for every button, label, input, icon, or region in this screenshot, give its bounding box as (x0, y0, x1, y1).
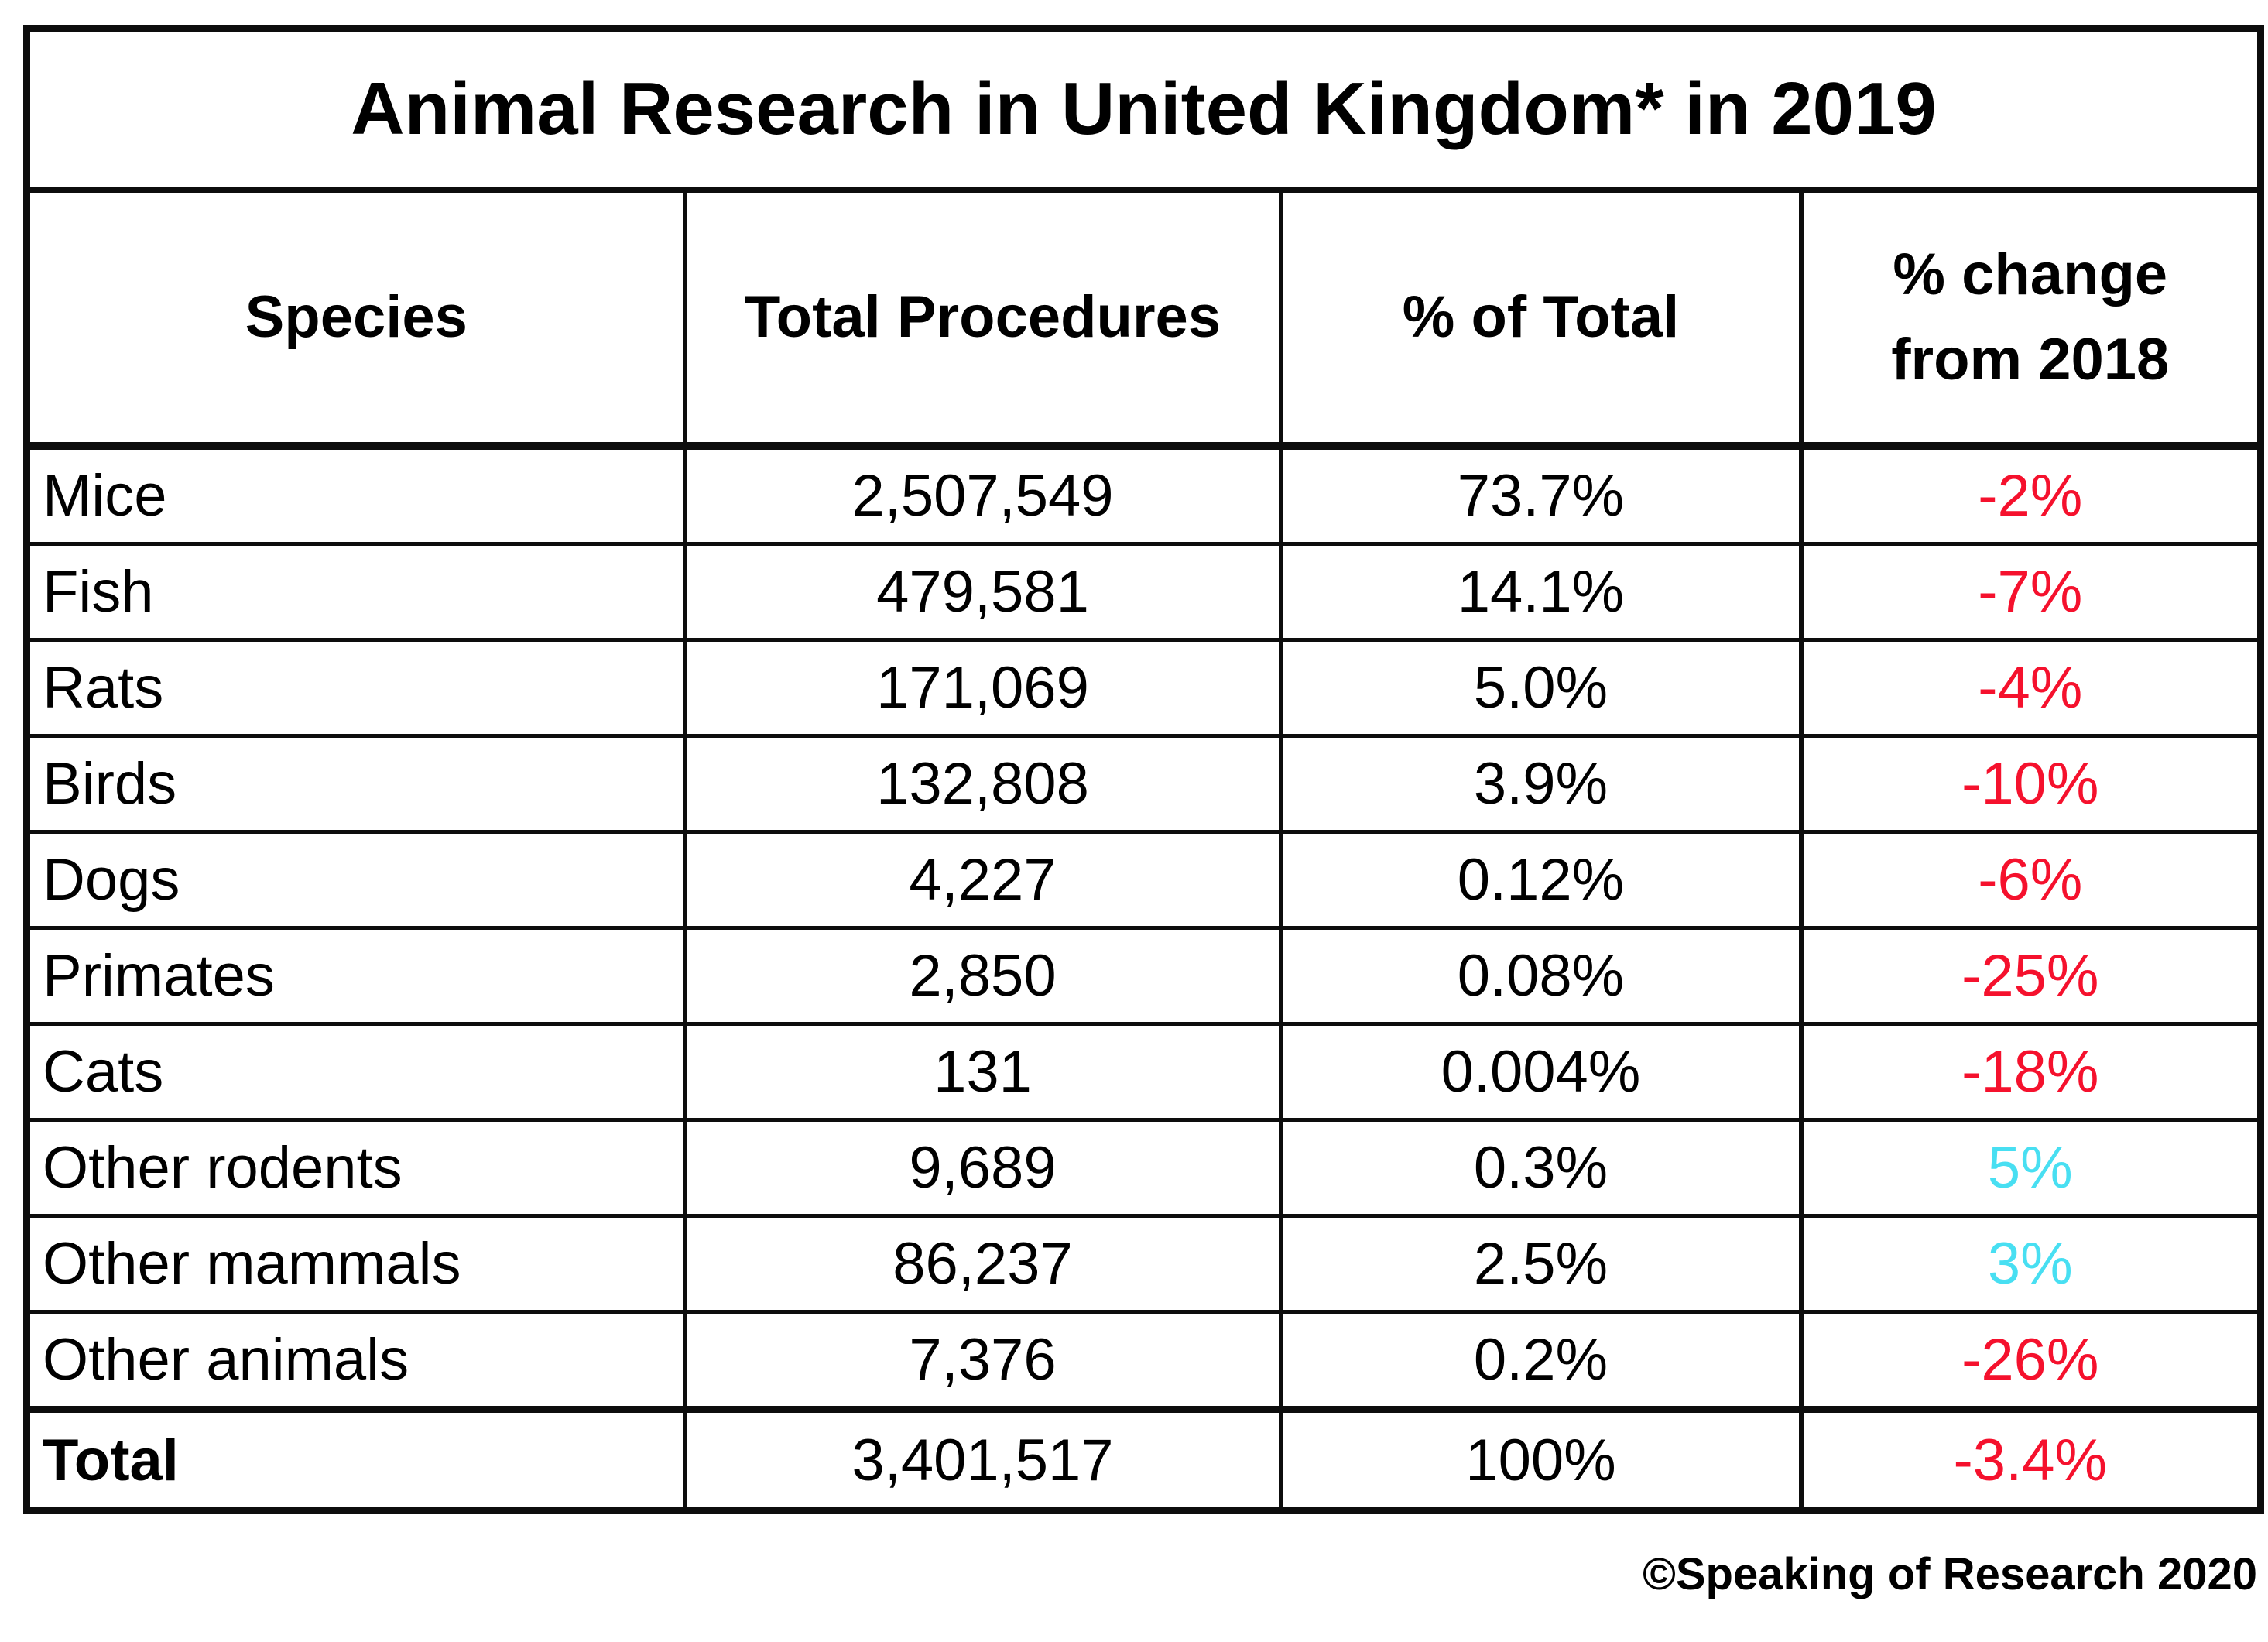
table-title-row: Animal Research in United Kingdom* in 20… (26, 28, 2261, 193)
pct-change-cell: 5% (1798, 1118, 2263, 1218)
species-cell: Cats (24, 1022, 687, 1122)
table-title: Animal Research in United Kingdom* in 20… (26, 28, 2261, 193)
pct-of-total-cell: 0.12% (1278, 830, 1804, 930)
total-procedures-cell: 131 (682, 1022, 1283, 1122)
pct-of-total-cell: 0.2% (1278, 1310, 1804, 1411)
pct-change-cell: 3% (1798, 1214, 2263, 1314)
total-row: Total 3,401,517 100% -3.4% (24, 1406, 2263, 1513)
table-row: Other animals 7,376 0.2% -26% (24, 1310, 2263, 1411)
total-procedures-cell: 132,808 (682, 734, 1283, 834)
table-row: Rats 171,069 5.0% -4% (24, 638, 2263, 738)
species-cell: Other rodents (24, 1118, 687, 1218)
species-cell: Fish (24, 542, 687, 642)
pct-change-cell: -10% (1798, 734, 2263, 834)
column-header-total-procedures: Total Procedures (682, 190, 1283, 450)
total-procedures-cell: 9,689 (682, 1118, 1283, 1218)
table-header-row: Species Total Procedures % of Total % ch… (24, 190, 2263, 450)
pct-of-total-cell: 3.9% (1278, 734, 1804, 834)
total-procedures-cell: 479,581 (682, 542, 1283, 642)
pct-of-total-cell: 5.0% (1278, 638, 1804, 738)
pct-change-cell: -26% (1798, 1310, 2263, 1411)
pct-of-total-cell: 100% (1278, 1406, 1804, 1513)
table-body: Mice 2,507,549 73.7% -2% Fish 479,581 14.1% -7%… (24, 444, 2263, 1513)
total-procedures-cell: 86,237 (682, 1214, 1283, 1314)
column-header-species: Species (24, 190, 687, 450)
pct-change-cell: -2% (1798, 444, 2263, 546)
table-row: Birds 132,808 3.9% -10% (24, 734, 2263, 834)
species-cell: Primates (24, 926, 687, 1026)
pct-change-cell: -7% (1798, 542, 2263, 642)
table-row: Cats 131 0.004% -18% (24, 1022, 2263, 1122)
pct-of-total-cell: 0.08% (1278, 926, 1804, 1026)
table-row: Mice 2,507,549 73.7% -2% (24, 444, 2263, 546)
total-procedures-cell: 2,850 (682, 926, 1283, 1026)
animal-research-table: Animal Research in United Kingdom* in 20… (23, 25, 2265, 1514)
pct-of-total-cell: 14.1% (1278, 542, 1804, 642)
species-cell: Mice (24, 444, 687, 546)
pct-of-total-cell: 0.004% (1278, 1022, 1804, 1122)
pct-change-cell: -4% (1798, 638, 2263, 738)
total-procedures-cell: 2,507,549 (682, 444, 1283, 546)
pct-of-total-cell: 0.3% (1278, 1118, 1804, 1218)
table-row: Fish 479,581 14.1% -7% (24, 542, 2263, 642)
column-header-pct-change: % change from 2018 (1798, 190, 2263, 450)
table-row: Primates 2,850 0.08% -25% (24, 926, 2263, 1026)
species-cell: Dogs (24, 830, 687, 930)
total-procedures-cell: 3,401,517 (682, 1406, 1283, 1513)
column-header-pct-of-total: % of Total (1278, 190, 1804, 450)
species-cell: Rats (24, 638, 687, 738)
total-procedures-cell: 4,227 (682, 830, 1283, 930)
pct-change-cell: -18% (1798, 1022, 2263, 1122)
species-cell: Other mammals (24, 1214, 687, 1314)
total-procedures-cell: 7,376 (682, 1310, 1283, 1411)
species-cell: Birds (24, 734, 687, 834)
table-row: Other rodents 9,689 0.3% 5% (24, 1118, 2263, 1218)
pct-change-cell: -6% (1798, 830, 2263, 930)
copyright-credit: ©Speaking of Research 2020 (1643, 1549, 2257, 1599)
species-cell: Other animals (24, 1310, 687, 1411)
species-cell: Total (24, 1406, 687, 1513)
total-procedures-cell: 171,069 (682, 638, 1283, 738)
pct-change-cell: -3.4% (1798, 1406, 2263, 1513)
pct-of-total-cell: 2.5% (1278, 1214, 1804, 1314)
table-row: Other mammals 86,237 2.5% 3% (24, 1214, 2263, 1314)
pct-change-cell: -25% (1798, 926, 2263, 1026)
table-row: Dogs 4,227 0.12% -6% (24, 830, 2263, 930)
pct-of-total-cell: 73.7% (1278, 444, 1804, 546)
